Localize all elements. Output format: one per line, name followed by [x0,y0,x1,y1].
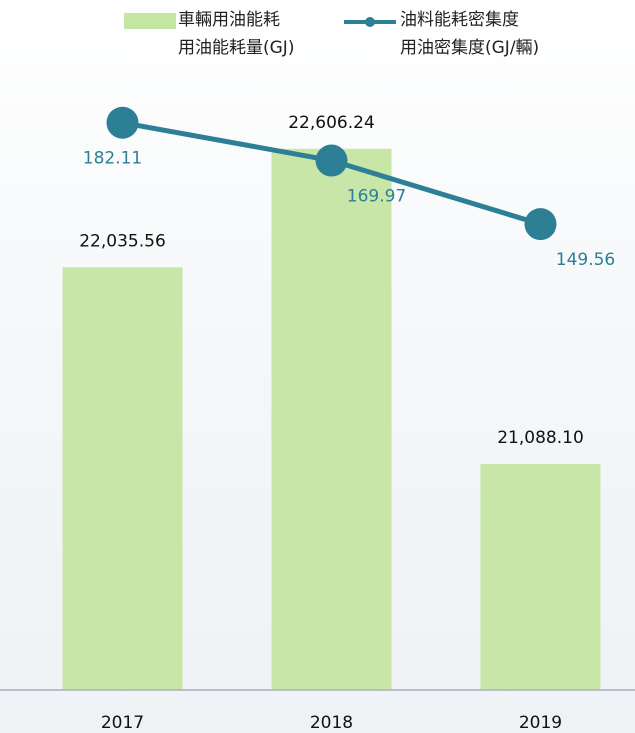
line-point [107,107,139,139]
bar [481,464,601,690]
x-tick-label: 2017 [101,713,144,733]
line-value-label: 149.56 [556,250,615,270]
bar-value-label: 22,035.56 [79,231,166,251]
x-tick-label: 2018 [310,713,353,733]
line-point [316,145,348,177]
legend-swatch-line [344,12,396,32]
x-tick-label: 2019 [519,713,562,733]
line-value-label: 182.11 [83,149,142,169]
legend-label: 車輛用油能耗 用油能耗量(GJ) [178,6,294,62]
bar-value-label: 22,606.24 [288,113,375,133]
chart-page: 22,035.56 22,606.24 21,088.10 2017 2018 2019 1… [0,0,635,733]
chart: 22,035.56 22,606.24 21,088.10 2017 2018 2019 1… [0,0,635,733]
bar [272,149,392,690]
line-point [525,208,557,240]
line-value-label: 169.97 [347,187,406,207]
legend-marker [365,17,375,27]
legend-label: 油料能耗密集度 用油密集度(GJ/輛) [400,6,539,62]
bar-value-label: 21,088.10 [497,428,584,448]
bar [63,267,183,690]
legend-swatch-bar [124,13,176,29]
